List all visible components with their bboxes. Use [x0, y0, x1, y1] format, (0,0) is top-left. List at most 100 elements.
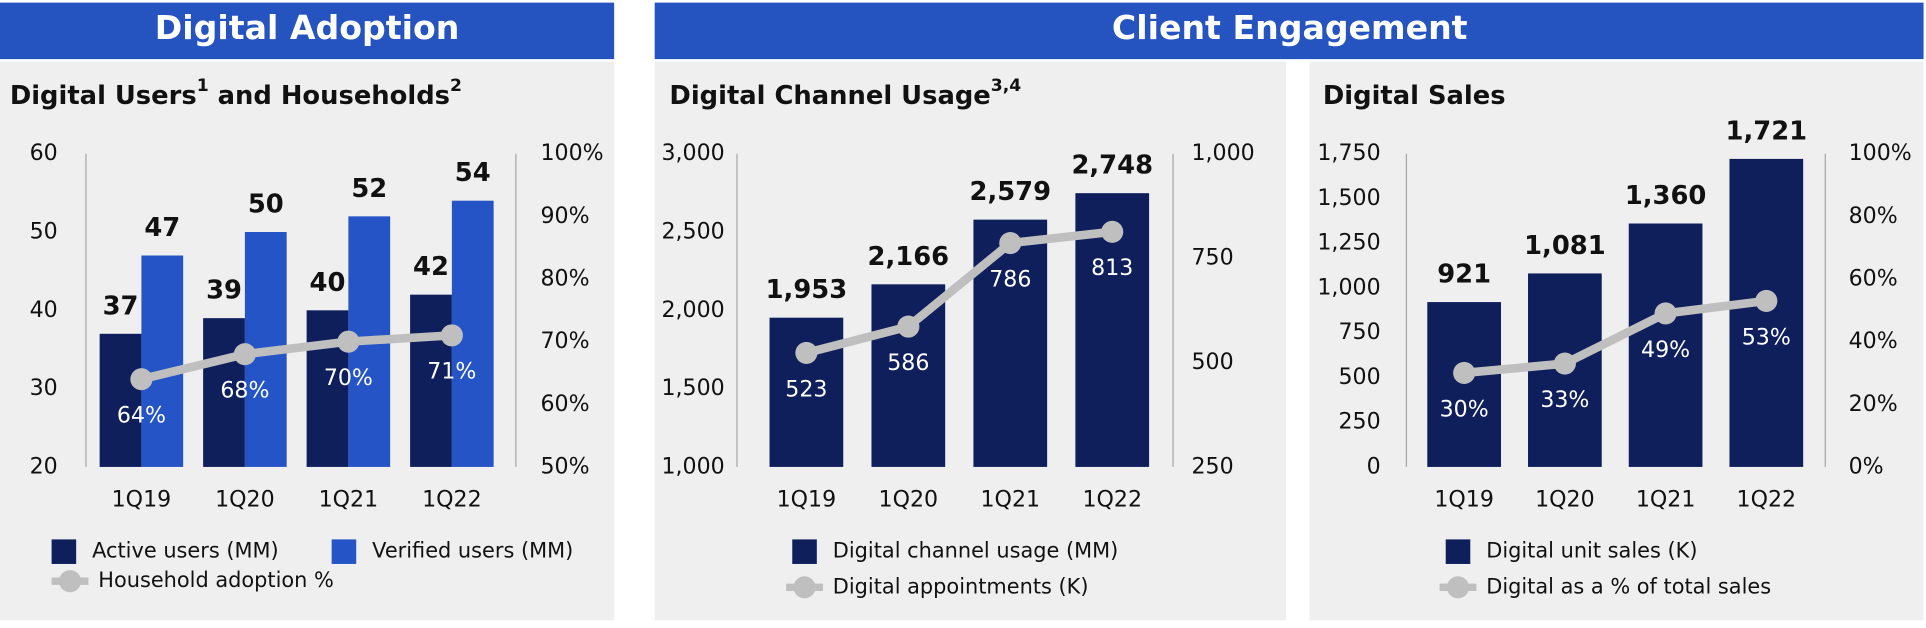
line-value-label: 70% [324, 365, 373, 391]
line-series [140, 331, 453, 384]
line-value-label: 786 [989, 266, 1031, 292]
chart-title: Digital Sales [1323, 80, 1506, 110]
x-tick-label: 1Q19 [1434, 487, 1494, 513]
line-series [805, 227, 1113, 358]
bar-value-label: 921 [1437, 260, 1491, 290]
y-tick-label: 20 [30, 453, 58, 479]
bar-value-label: 52 [351, 174, 387, 204]
y2-tick-label: 40% [1849, 328, 1898, 354]
line-value-label: 813 [1091, 255, 1133, 281]
line-marker [1755, 289, 1778, 312]
bar-value-label: 37 [103, 291, 139, 321]
title-text: Digital Users [10, 80, 197, 110]
x-tick-label: 1Q21 [319, 487, 379, 513]
section-header-bar [0, 2, 615, 60]
bar-value-label: 47 [144, 213, 180, 243]
line-value-label: 33% [1540, 387, 1589, 413]
bar [203, 318, 245, 467]
line-marker [233, 343, 256, 366]
y-tick-label: 1,500 [661, 375, 724, 401]
y2-tick-label: 90% [540, 203, 589, 229]
y2-tick-label: 50% [540, 453, 589, 479]
bar-value-label: 40 [310, 268, 346, 298]
section-title: Digital Adoption [155, 8, 460, 47]
bar-value-label: 1,721 [1726, 116, 1808, 146]
x-tick-label: 1Q20 [879, 487, 939, 513]
line-marker [795, 341, 818, 364]
x-tick-label: 1Q21 [981, 487, 1041, 513]
y-tick-label: 500 [1338, 364, 1380, 390]
x-tick-label: 1Q22 [1082, 487, 1142, 513]
y2-tick-label: 0% [1849, 453, 1884, 479]
y-tick-label: 60 [30, 140, 58, 166]
bar-value-label: 2,748 [1071, 151, 1153, 181]
bar-value-label: 39 [206, 276, 242, 306]
line-series [1463, 296, 1767, 378]
y2-tick-label: 1,000 [1191, 140, 1254, 166]
line-marker [130, 368, 153, 391]
bar-value-label: 42 [413, 252, 449, 282]
bar-value-label: 50 [248, 189, 284, 219]
y2-tick-label: 100% [540, 140, 603, 166]
legend-label: Verified users (MM) [372, 539, 573, 563]
line-marker [440, 324, 463, 347]
y-tick-label: 1,250 [1317, 230, 1380, 256]
bar [973, 219, 1048, 467]
y2-tick-label: 750 [1191, 245, 1233, 271]
y-tick-label: 2,500 [661, 219, 724, 245]
line-value-label: 30% [1440, 396, 1489, 422]
legend-label: Digital unit sales (K) [1486, 539, 1697, 563]
line-marker [1453, 361, 1476, 385]
line-marker [337, 330, 360, 353]
x-tick-label: 1Q21 [1636, 487, 1696, 513]
bar [1628, 223, 1703, 467]
y2-tick-label: 20% [1849, 391, 1898, 417]
line-marker [1553, 352, 1576, 375]
bar [1729, 158, 1804, 467]
y2-tick-label: 80% [540, 265, 589, 291]
title-superscript: 2 [450, 76, 462, 96]
section-title: Client Engagement [1112, 8, 1468, 47]
y-tick-label: 1,500 [1317, 185, 1380, 211]
title-text: Digital Sales [1323, 80, 1506, 110]
x-tick-label: 1Q20 [1535, 487, 1595, 513]
chart-title: Digital Users1 and Households2 [10, 76, 462, 111]
line-value-label: 586 [887, 350, 929, 376]
y2-tick-label: 500 [1191, 349, 1233, 375]
y2-tick-label: 60% [540, 391, 589, 417]
bar-value-label: 54 [455, 158, 491, 188]
y-tick-label: 50 [30, 219, 58, 245]
line-marker [1101, 220, 1124, 243]
y-tick-label: 750 [1338, 319, 1380, 345]
x-tick-label: 1Q20 [215, 487, 275, 513]
bar [141, 255, 184, 467]
y-tick-label: 2,000 [661, 297, 724, 323]
legend-label: Digital as a % of total sales [1486, 574, 1771, 598]
line-value-label: 64% [117, 403, 166, 429]
bar-value-label: 1,360 [1625, 181, 1707, 211]
y2-tick-label: 70% [540, 328, 589, 354]
bar-value-label: 2,166 [868, 242, 950, 272]
y-tick-label: 1,000 [1317, 274, 1380, 300]
legend-swatch [331, 539, 357, 564]
y2-tick-label: 250 [1191, 453, 1233, 479]
line-value-label: 49% [1641, 337, 1690, 363]
x-tick-label: 1Q19 [777, 487, 837, 513]
line-marker [1654, 302, 1677, 325]
section-header-bar [654, 2, 1924, 60]
y2-tick-label: 80% [1849, 203, 1898, 229]
y-tick-label: 30 [30, 375, 58, 401]
y-tick-label: 1,000 [661, 453, 724, 479]
x-tick-label: 1Q22 [1737, 487, 1797, 513]
title-text: and Households [209, 80, 450, 110]
legend-swatch [1445, 539, 1471, 564]
y-tick-label: 250 [1338, 409, 1380, 435]
legend-swatch [58, 570, 82, 593]
line-value-label: 53% [1742, 324, 1791, 350]
y-tick-label: 3,000 [661, 140, 724, 166]
line-value-label: 523 [785, 376, 827, 402]
legend-swatch [793, 576, 816, 599]
x-tick-label: 1Q19 [112, 487, 172, 513]
bar-value-label: 2,579 [970, 177, 1052, 207]
